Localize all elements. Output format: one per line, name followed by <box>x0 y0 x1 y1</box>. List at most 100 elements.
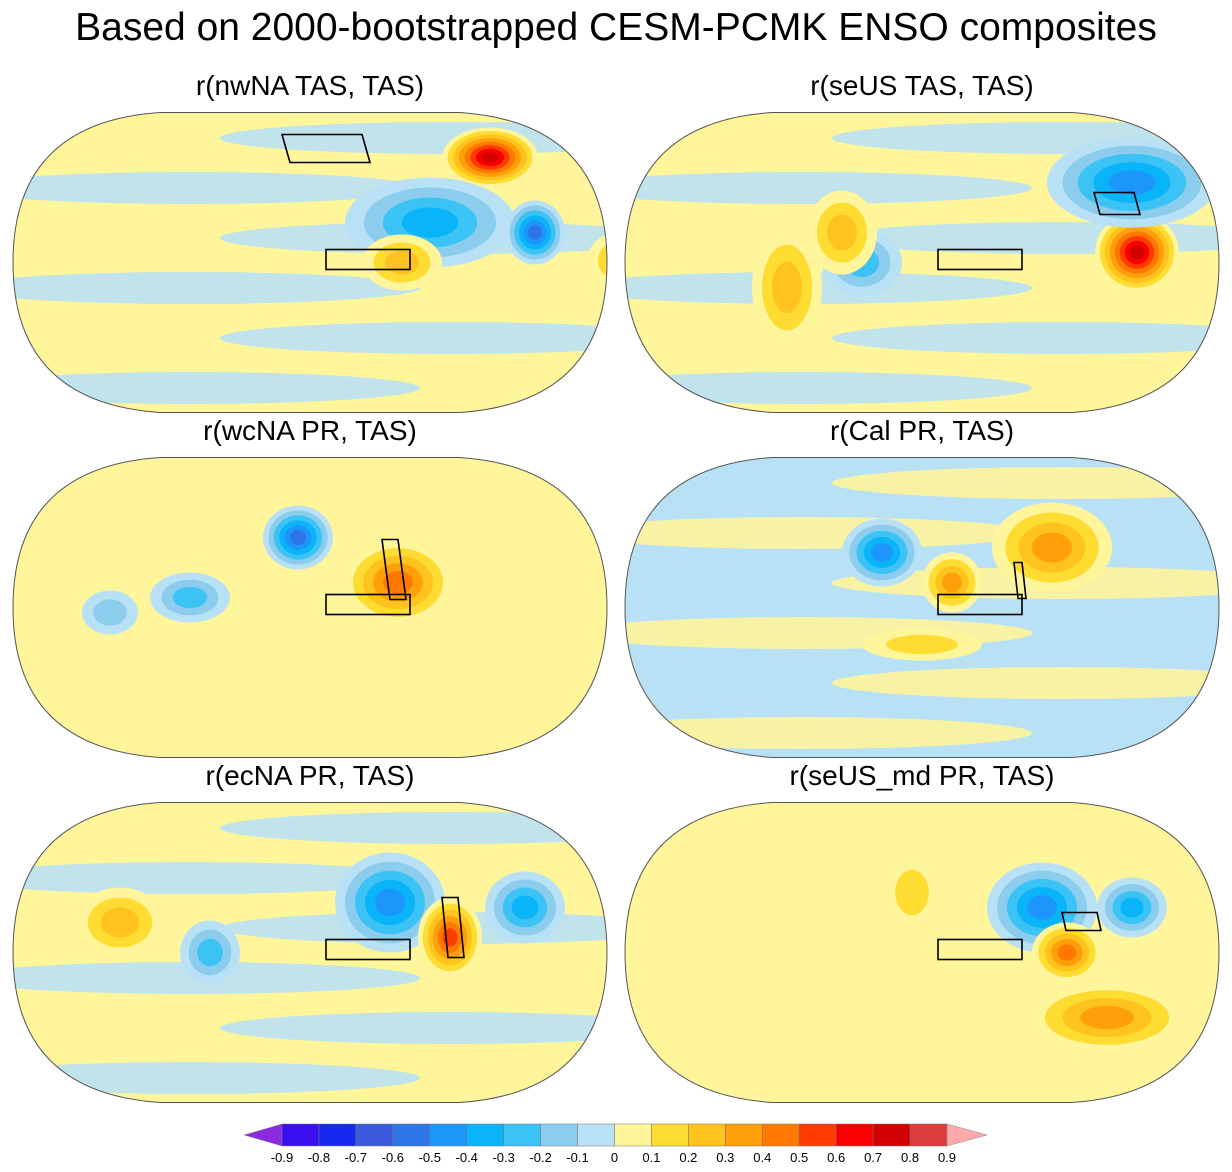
map-outline <box>624 457 1220 758</box>
colorbar-tick-label: -0.3 <box>492 1150 514 1165</box>
colorbar-tick-label: 0.4 <box>753 1150 771 1165</box>
correlation-map <box>624 457 1220 758</box>
colorbar-bin <box>651 1123 689 1147</box>
panel-title: r(Cal PR, TAS) <box>829 415 1015 446</box>
map-panel: r(wcNA PR, TAS) <box>10 415 610 760</box>
colorbar-tick-label: 0.8 <box>901 1150 919 1165</box>
colorbar-bin <box>281 1123 320 1147</box>
region-box <box>441 896 465 959</box>
map-background <box>625 802 1219 1103</box>
colorbar-tick-label: -0.4 <box>456 1150 478 1165</box>
colorbar-bin <box>318 1123 357 1147</box>
anomaly-contour <box>384 250 420 275</box>
background-band <box>220 1012 607 1044</box>
map-panel: r(seUS TAS, TAS) <box>622 70 1222 415</box>
anomaly-contour <box>772 261 802 314</box>
colorbar-bin <box>725 1123 763 1147</box>
map-panel: r(Cal PR, TAS) <box>622 415 1222 760</box>
colorbar-bin <box>835 1123 874 1147</box>
colorbar-bin <box>762 1123 800 1147</box>
correlation-map <box>12 802 608 1103</box>
correlation-map <box>12 112 610 413</box>
colorbar-tick-label: 0.9 <box>938 1150 956 1165</box>
colorbar-tick-label: -0.1 <box>566 1150 588 1165</box>
nino34-box <box>325 248 411 271</box>
colorbar-tick-label: 0.2 <box>679 1150 697 1165</box>
background-band <box>13 862 420 894</box>
nino34-box <box>937 593 1023 616</box>
colorbar-tick-label: 0.6 <box>827 1150 845 1165</box>
anomaly-contour <box>871 543 893 562</box>
colorbar-bin <box>872 1123 911 1147</box>
anomaly-contour <box>375 888 405 917</box>
colorbar-max-triangle <box>946 1123 988 1147</box>
colorbar-bin <box>540 1123 578 1147</box>
background-band <box>220 667 607 699</box>
colorbar-bin <box>909 1123 948 1147</box>
panel-title: r(ecNA PR, TAS) <box>205 760 415 791</box>
anomaly-contour <box>197 938 223 967</box>
panel-title: r(nwNA TAS, TAS) <box>195 70 425 101</box>
colorbar-bin <box>798 1123 837 1147</box>
anomaly-contour <box>827 214 857 251</box>
colorbar-tick-label: -0.6 <box>382 1150 404 1165</box>
region-box <box>1013 561 1027 600</box>
colorbar-bin <box>577 1123 615 1147</box>
region-box <box>280 133 372 164</box>
colorbar-bin <box>688 1123 726 1147</box>
panel-title: r(seUS_md PR, TAS) <box>789 760 1055 791</box>
colorbar-tick-label: -0.2 <box>529 1150 551 1165</box>
anomaly-contour <box>100 907 140 938</box>
colorbar: -0.9 -0.8 -0.7 -0.6 -0.5 -0.4 -0.3 -0.2 -0.1 0 0.1… <box>243 1123 988 1165</box>
background-band <box>832 667 1219 699</box>
colorbar-bin <box>614 1123 652 1147</box>
figure-title: Based on 2000-bootstrapped CESM-PCMK ENS… <box>75 6 1157 49</box>
map-panel: r(seUS_md PR, TAS) <box>622 760 1222 1105</box>
colorbar-tick-label: 0.3 <box>716 1150 734 1165</box>
colorbar-tick-label: 0 <box>611 1150 618 1165</box>
colorbar-tick-label: 0.5 <box>790 1150 808 1165</box>
colorbar-tick-label: -0.5 <box>419 1150 441 1165</box>
correlation-map <box>12 457 608 758</box>
map-outline <box>12 802 608 1103</box>
anomaly-contour <box>1120 897 1144 918</box>
nino34-box <box>325 938 411 961</box>
map-outline <box>624 112 1220 413</box>
anomaly-contour <box>609 248 610 274</box>
anomaly-contour <box>93 599 127 626</box>
map-panel: r(ecNA PR, TAS) <box>10 760 610 1105</box>
colorbar-tick-label: 0.7 <box>864 1150 882 1165</box>
anomaly-contour <box>528 225 542 240</box>
anomaly-contour <box>1032 532 1072 563</box>
region-box <box>381 538 407 601</box>
anomaly-contour <box>886 634 958 655</box>
background-band <box>220 322 607 354</box>
region-box <box>1061 911 1102 932</box>
anomaly-contour <box>1108 170 1156 195</box>
background-band <box>13 617 420 649</box>
background-band <box>13 962 420 994</box>
colorbar-tick-label: 0.1 <box>642 1150 660 1165</box>
colorbar-bin <box>392 1123 431 1147</box>
anomaly-contour <box>1129 245 1145 260</box>
colorbar-min-triangle <box>243 1123 283 1147</box>
background-band <box>13 272 420 304</box>
anomaly-contour <box>172 586 208 609</box>
map-outline <box>12 457 608 758</box>
colorbar-bin <box>466 1123 504 1147</box>
anomaly-contour <box>383 571 413 594</box>
colorbar-bin <box>503 1123 541 1147</box>
anomaly-contour <box>942 572 962 593</box>
region-box <box>1092 191 1142 216</box>
panel-title: r(seUS TAS, TAS) <box>810 70 1034 101</box>
map-background <box>625 457 1219 758</box>
background-band <box>625 962 1032 994</box>
background-band <box>13 172 420 204</box>
map-outline <box>624 802 1220 1103</box>
panel-title: r(wcNA PR, TAS) <box>203 415 417 446</box>
background-band <box>832 322 1219 354</box>
anomaly-contour <box>401 207 459 238</box>
correlation-map <box>624 802 1220 1103</box>
map-panel: r(nwNA TAS, TAS) <box>10 70 610 415</box>
colorbar-tick-label: -0.9 <box>271 1150 293 1165</box>
